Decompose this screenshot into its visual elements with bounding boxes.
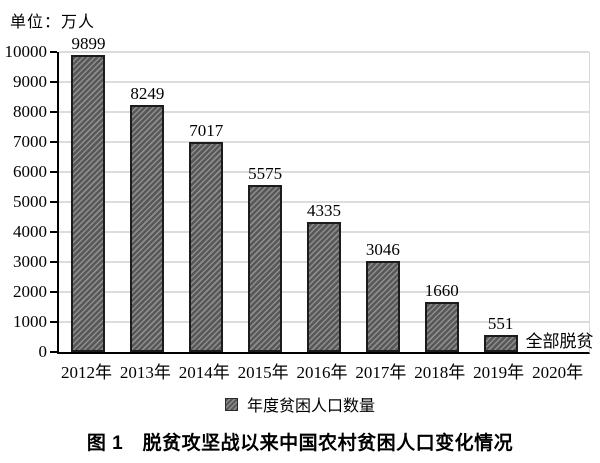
bar-2015年 — [248, 184, 283, 352]
y-tick-label: 0 — [38, 342, 48, 361]
bar-2016年 — [307, 221, 341, 352]
y-tick-label: 5000 — [13, 192, 47, 211]
legend: 年度贫困人口数量 — [0, 392, 600, 416]
x-label-2019年: 2019年 — [473, 363, 525, 382]
value-label-2018年: 1660 — [424, 281, 459, 301]
x-label-2014年: 2014年 — [178, 363, 230, 382]
plot-area: 0 1000 2000 3000 4000 5000 6000 7000 8000 9000 100… — [5, 35, 594, 361]
bar-2013年 — [130, 104, 165, 352]
y-tick-mark — [50, 321, 57, 323]
bar-2017年 — [365, 260, 400, 352]
legend-swatch-icon — [224, 397, 238, 411]
y-tick-label: 4000 — [13, 222, 47, 241]
annotation-label: 全部脱贫 — [525, 332, 594, 351]
x-label-2015年: 2015年 — [237, 363, 289, 382]
bar-slot-2016年: 4335 — [295, 52, 354, 352]
bar-2018年 — [424, 302, 459, 352]
y-tick-mark — [50, 261, 57, 263]
y-tick-label: 1000 — [13, 312, 47, 331]
gridline-7000 — [59, 141, 589, 143]
y-tick-mark — [50, 111, 57, 113]
bar-slot-2020年: 全部脱贫 — [526, 52, 594, 352]
legend-label: 年度贫困人口数量 — [246, 398, 375, 415]
value-label-2019年: 551 — [487, 314, 514, 334]
bar-slot-2014年: 7017 — [177, 52, 236, 352]
y-tick-label: 10000 — [4, 42, 48, 61]
y-tick-label: 3000 — [13, 252, 47, 271]
bar-2012年 — [71, 55, 106, 352]
y-tick-mark — [50, 141, 57, 143]
gridline-5000 — [59, 201, 589, 203]
bar-2019年 — [483, 335, 518, 352]
y-tick-mark — [50, 201, 57, 203]
y-tick-label: 6000 — [13, 162, 47, 181]
y-tick-mark — [50, 81, 57, 83]
y-tick-mark — [50, 351, 57, 353]
bar-slot-2013年: 8249 — [118, 52, 177, 352]
x-axis-labels: 2012年 2013年 2014年 2015年 2016年 2017年 2018年 2019年… — [57, 358, 587, 383]
y-tick-label: 7000 — [13, 132, 47, 151]
bar-slot-2019年: 551 — [471, 52, 530, 352]
value-label-2016年: 4335 — [307, 200, 341, 220]
value-label-2014年: 7017 — [189, 120, 224, 140]
x-label-2020年: 2020年 — [532, 363, 584, 382]
value-label-2017年: 3046 — [365, 239, 400, 259]
gridline-6000 — [59, 171, 589, 173]
y-tick-mark — [50, 171, 57, 173]
bar-slot-2017年: 3046 — [353, 52, 412, 352]
bar-series: 9899 8249 7017 5575 4335 3046 1660 551 全部脱贫 — [59, 35, 594, 352]
y-tick-mark — [50, 291, 57, 293]
bar-slot-2015年: 5575 — [236, 52, 295, 352]
value-label-2012年: 9899 — [71, 34, 106, 54]
bar-slot-2012年: 9899 — [59, 35, 118, 352]
y-tick-mark — [50, 231, 57, 233]
y-tick-label: 8000 — [13, 102, 47, 121]
x-label-2018年: 2018年 — [414, 363, 466, 382]
y-tick-label: 9000 — [13, 72, 47, 91]
value-label-2015年: 5575 — [248, 163, 283, 183]
y-tick-label: 2000 — [13, 282, 47, 301]
x-label-2017年: 2017年 — [355, 363, 407, 382]
figure-caption: 图 1 脱贫攻坚战以来中国农村贫困人口变化情况 — [86, 433, 514, 454]
gridline-9000 — [59, 81, 589, 83]
bar-slot-2018年: 1660 — [412, 52, 471, 352]
y-tick-mark — [50, 51, 57, 53]
x-label-2013年: 2013年 — [119, 363, 171, 382]
value-label-2013年: 8249 — [130, 83, 165, 103]
x-label-2012年: 2012年 — [60, 363, 112, 382]
gridline-8000 — [59, 111, 589, 113]
gridline-10000 — [59, 51, 589, 53]
x-label-2016年: 2016年 — [296, 363, 348, 382]
unit-label: 单位：万人 — [10, 14, 96, 31]
bar-2014年 — [189, 141, 224, 352]
